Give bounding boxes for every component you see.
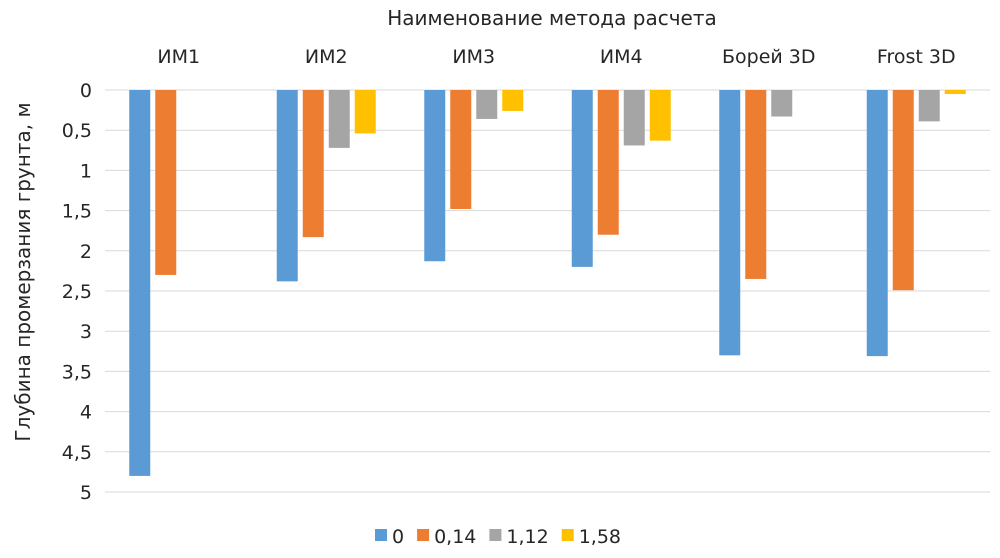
y-tick-label: 3,5 — [62, 361, 92, 383]
legend-swatch — [561, 529, 574, 541]
bar — [571, 90, 593, 267]
y-tick-labels: 0 0,5 1 1,5 2 2,5 3 3,5 4 4,5 5 — [62, 80, 92, 504]
bars — [129, 90, 966, 476]
y-tick-label: 5 — [80, 482, 92, 504]
y-axis-title: Глубина промерзания грунта, м — [11, 102, 35, 441]
bar — [597, 90, 619, 235]
bar — [155, 90, 177, 275]
category-label: ИМ3 — [452, 46, 495, 68]
bar — [328, 90, 350, 148]
y-tick-label: 2 — [80, 241, 92, 263]
bar — [129, 90, 151, 476]
y-tick-label: 0 — [80, 80, 92, 102]
gridlines — [105, 89, 990, 493]
legend-swatch — [375, 529, 387, 541]
legend-swatch — [489, 529, 502, 541]
category-label: Frost 3D — [877, 46, 956, 68]
bar — [649, 90, 671, 141]
legend-label: 0,14 — [434, 526, 476, 548]
bar — [944, 90, 966, 95]
bar — [866, 90, 888, 357]
y-tick-label: 3 — [80, 321, 92, 343]
bar — [918, 90, 940, 122]
bar — [745, 90, 767, 279]
y-tick-label: 1 — [80, 160, 92, 182]
y-tick-label: 4 — [80, 402, 92, 424]
category-label: ИМ1 — [157, 46, 200, 68]
bar — [502, 90, 524, 111]
legend-swatch — [417, 529, 430, 541]
bar — [719, 90, 741, 356]
category-label: ИМ4 — [600, 46, 643, 68]
bar — [276, 90, 298, 282]
bar — [302, 90, 324, 238]
legend-label: 1,58 — [579, 526, 621, 548]
bar — [354, 90, 376, 134]
bar — [623, 90, 645, 146]
y-tick-label: 2,5 — [62, 281, 92, 303]
x-axis-title: Наименование метода расчета — [387, 6, 716, 30]
legend-label: 0 — [392, 526, 404, 548]
category-labels: ИМ1 ИМ2 ИМ3 ИМ4 Борей 3D Frost 3D — [157, 46, 955, 68]
category-label: ИМ2 — [305, 46, 348, 68]
legend: 0 0,14 1,12 1,58 — [375, 526, 621, 548]
bar — [424, 90, 446, 262]
y-tick-label: 4,5 — [62, 442, 92, 464]
bar — [476, 90, 498, 119]
y-tick-label: 1,5 — [62, 201, 92, 223]
bar — [450, 90, 472, 209]
y-tick-label: 0,5 — [62, 120, 92, 142]
bar — [771, 90, 793, 117]
category-label: Борей 3D — [722, 46, 816, 68]
legend-label: 1,12 — [506, 526, 548, 548]
bar — [892, 90, 914, 291]
